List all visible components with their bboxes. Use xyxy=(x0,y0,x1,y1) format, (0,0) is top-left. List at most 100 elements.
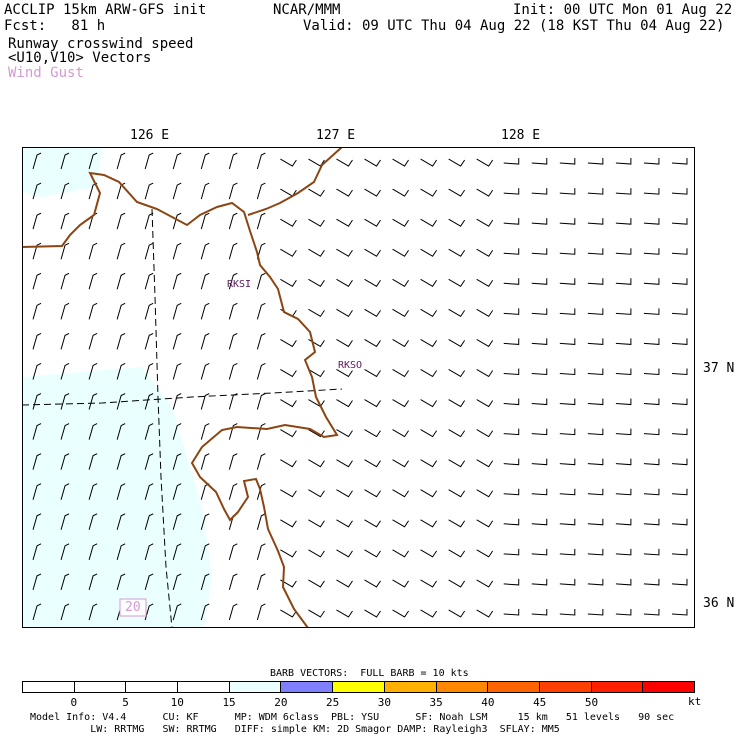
wind-barb xyxy=(476,248,494,257)
wind-barb xyxy=(476,218,494,227)
wind-barb xyxy=(671,518,688,526)
wind-barb xyxy=(256,182,266,200)
wind-barb xyxy=(172,393,182,410)
wind-barb xyxy=(116,513,126,530)
lat-label: 36 N xyxy=(703,596,735,611)
wind-barb xyxy=(60,453,70,470)
wind-barb xyxy=(448,248,466,257)
wind-barb xyxy=(587,608,604,616)
contour-label-box xyxy=(119,598,147,617)
wind-barb xyxy=(392,399,409,408)
field-label-3: Wind Gust xyxy=(8,65,84,81)
wind-barb xyxy=(116,543,126,560)
wind-barb xyxy=(643,338,660,345)
wind-barb xyxy=(503,248,520,255)
wind-barb xyxy=(392,218,409,227)
wind-barb xyxy=(32,543,42,560)
wind-barb xyxy=(280,248,297,257)
wind-barb xyxy=(116,573,126,591)
wind-barb xyxy=(336,308,353,318)
wind-barb xyxy=(615,608,632,616)
colorbar-swatch xyxy=(436,682,489,692)
wind-barb xyxy=(392,278,409,287)
wind-barb xyxy=(364,218,381,227)
wind-barb xyxy=(643,518,660,526)
wind-barb xyxy=(615,488,632,496)
wind-barb xyxy=(60,302,70,320)
wind-barb xyxy=(503,488,520,496)
wind-barb xyxy=(228,483,238,500)
wind-barb xyxy=(280,549,297,558)
wind-barb xyxy=(559,548,576,556)
wind-barb xyxy=(531,368,548,376)
wind-barb xyxy=(116,453,126,470)
wind-barb xyxy=(587,488,604,496)
wind-barb xyxy=(476,459,494,468)
wind-barb xyxy=(256,573,266,591)
colorbar-swatch xyxy=(539,682,592,692)
wind-barb xyxy=(448,188,466,197)
wind-barb xyxy=(643,608,660,616)
colorbar-swatch xyxy=(643,682,694,692)
wind-barb xyxy=(60,212,70,230)
wind-barb xyxy=(32,242,42,260)
wind-barb xyxy=(392,549,409,558)
wind-barb xyxy=(559,278,576,285)
wind-barb xyxy=(88,242,98,260)
wind-barb xyxy=(60,513,70,530)
wind-barb xyxy=(32,272,42,290)
wind-barb xyxy=(364,369,381,378)
wind-barb xyxy=(116,152,126,170)
wind-barb xyxy=(144,302,154,320)
lat-label: 37 N xyxy=(703,361,735,376)
wind-barb xyxy=(559,578,576,586)
wind-barb xyxy=(392,519,409,528)
wind-barb xyxy=(364,579,381,588)
wind-barb xyxy=(587,158,604,165)
wind-barb xyxy=(643,398,660,406)
wind-barb xyxy=(172,302,182,320)
wind-barb xyxy=(364,308,381,318)
wind-barb xyxy=(60,423,70,440)
wind-barb xyxy=(200,212,210,230)
wind-barb xyxy=(280,158,297,167)
colorbar-tick: 20 xyxy=(274,696,288,709)
wind-barb xyxy=(60,603,70,621)
wind-barb xyxy=(476,489,494,498)
wind-barb xyxy=(420,188,438,197)
model-title: ACCLIP 15km ARW-GFS init xyxy=(4,2,207,18)
wind-barb xyxy=(364,338,381,348)
wind-barb xyxy=(559,248,576,255)
wind-barb xyxy=(503,338,520,345)
wind-barb xyxy=(643,158,660,165)
wind-barb xyxy=(60,543,70,560)
wind-barb xyxy=(228,423,238,440)
wind-barb xyxy=(392,248,409,257)
wind-barb xyxy=(420,248,438,257)
wind-barb xyxy=(308,489,325,498)
wind-barb xyxy=(172,483,182,500)
wind-barb xyxy=(336,278,353,287)
wind-barb xyxy=(587,338,604,345)
wind-barb xyxy=(336,369,353,378)
wind-barb xyxy=(336,519,353,528)
wind-barb xyxy=(88,543,98,560)
wind-barb xyxy=(559,308,576,315)
wind-barb xyxy=(172,423,182,440)
map-canvas xyxy=(22,147,688,628)
barb-legend: BARB VECTORS: FULL BARB = 10 kts xyxy=(270,668,469,679)
wind-barb xyxy=(671,488,688,496)
wind-barb xyxy=(32,423,42,440)
wind-barb xyxy=(559,458,576,466)
wind-barb xyxy=(256,363,266,380)
wind-barb xyxy=(88,363,98,380)
wind-barb xyxy=(420,369,438,378)
wind-barb xyxy=(336,579,353,588)
wind-barb xyxy=(200,423,210,440)
wind-barb xyxy=(308,218,325,227)
wind-barb xyxy=(172,242,182,260)
wind-barb xyxy=(587,218,604,225)
wind-barb xyxy=(200,242,210,260)
wind-barb xyxy=(559,218,576,225)
wind-barb xyxy=(228,453,238,470)
